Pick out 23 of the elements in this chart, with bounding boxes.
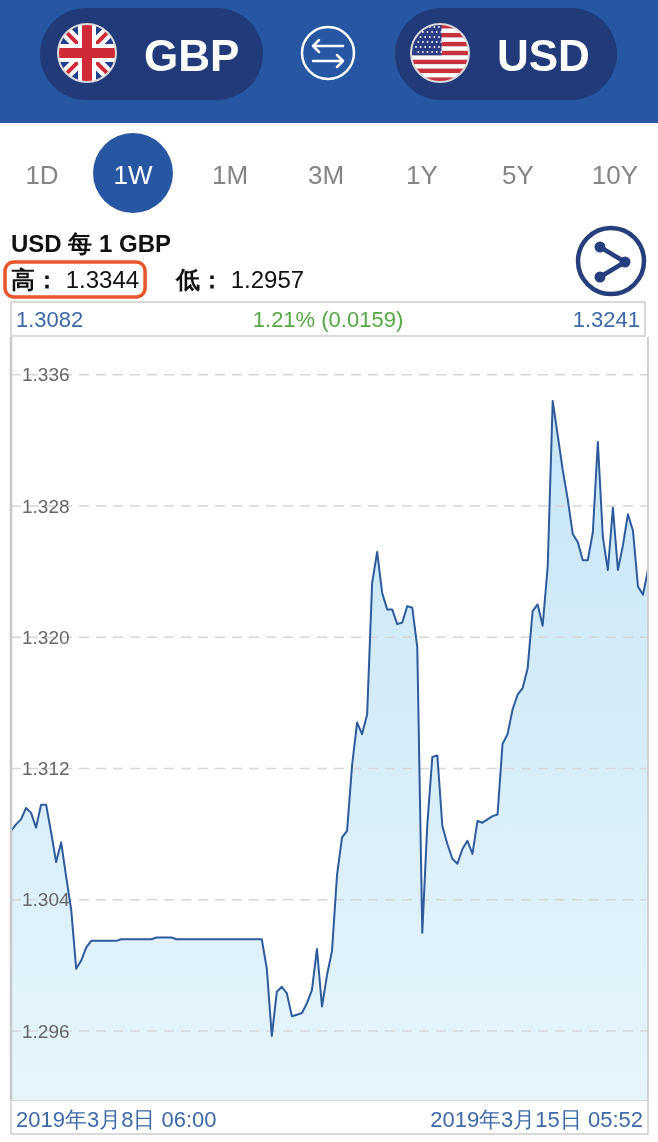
y-tick-label: 1.312 [22,758,70,780]
text: 1M [211,160,249,190]
y-tick-label: 1.320 [22,626,70,648]
y-tick-label: 1.336 [22,364,70,386]
y-tick-label: 1.304 [22,889,70,911]
text: GBP [144,31,240,80]
text: 低： 1.2957 [175,266,305,293]
text: 1.21% (0.0159) [252,307,404,332]
text: 5Y [502,160,534,190]
chart-title: USD 每 1 GBP [11,230,172,257]
text: 1Y [406,160,438,190]
text: 1W [113,160,153,190]
y-tick-label: 1.296 [22,1020,70,1042]
text: 2019年3月15日 05:52 [430,1107,643,1132]
text: 2019年3月8日 06:00 [16,1107,217,1132]
text: 1D [25,160,59,190]
text: 3M [307,160,345,190]
text: USD [497,31,590,80]
text: 高： 1.3344 [11,266,140,293]
text: 10Y [591,160,639,190]
y-tick-label: 1.328 [22,495,70,517]
text: 1.3082 [16,307,84,332]
text: 1.3241 [572,307,640,332]
